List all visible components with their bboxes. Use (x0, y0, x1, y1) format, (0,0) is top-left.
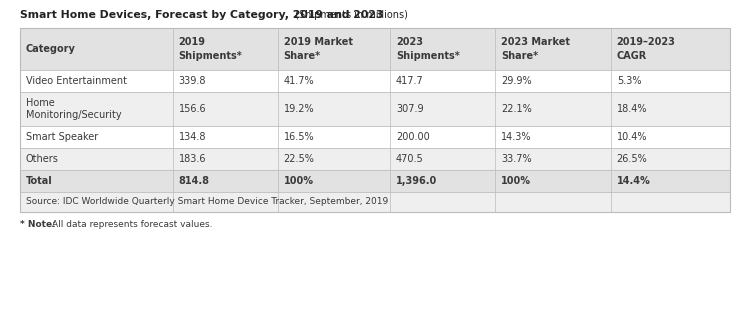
Text: 339.8: 339.8 (178, 76, 206, 86)
Bar (20, 28, 730, 70)
Text: 2019 Market
Share*: 2019 Market Share* (284, 37, 352, 61)
Text: 41.7%: 41.7% (284, 76, 314, 86)
Text: 134.8: 134.8 (178, 132, 206, 142)
Bar (20, 70, 730, 92)
Text: All data represents forecast values.: All data represents forecast values. (52, 220, 212, 229)
Bar (20, 126, 730, 148)
Text: 417.7: 417.7 (396, 76, 424, 86)
Text: * Note:: * Note: (20, 220, 56, 229)
Bar (20, 192, 730, 212)
Text: 2019
Shipments*: 2019 Shipments* (178, 37, 242, 61)
Text: 22.5%: 22.5% (284, 154, 314, 164)
Text: 307.9: 307.9 (396, 104, 424, 114)
Text: 100%: 100% (501, 176, 531, 186)
Text: 19.2%: 19.2% (284, 104, 314, 114)
Bar (20, 92, 730, 126)
Text: 156.6: 156.6 (178, 104, 206, 114)
Text: 33.7%: 33.7% (501, 154, 532, 164)
Text: 22.1%: 22.1% (501, 104, 532, 114)
Text: 200.00: 200.00 (396, 132, 430, 142)
Text: 2019–2023
CAGR: 2019–2023 CAGR (616, 37, 676, 61)
Text: Others: Others (26, 154, 58, 164)
Text: 2023
Shipments*: 2023 Shipments* (396, 37, 460, 61)
Text: 29.9%: 29.9% (501, 76, 532, 86)
Text: Total: Total (26, 176, 53, 186)
Bar (20, 170, 730, 192)
Text: 26.5%: 26.5% (616, 154, 647, 164)
Text: 16.5%: 16.5% (284, 132, 314, 142)
Text: Smart Speaker: Smart Speaker (26, 132, 98, 142)
Text: 2023 Market
Share*: 2023 Market Share* (501, 37, 570, 61)
Text: Home
Monitoring/Security: Home Monitoring/Security (26, 98, 122, 121)
Text: 18.4%: 18.4% (616, 104, 647, 114)
Text: Video Entertainment: Video Entertainment (26, 76, 127, 86)
Text: 183.6: 183.6 (178, 154, 206, 164)
Text: Source: IDC Worldwide Quarterly Smart Home Device Tracker, September, 2019: Source: IDC Worldwide Quarterly Smart Ho… (26, 197, 388, 206)
Text: 100%: 100% (284, 176, 314, 186)
Text: Category: Category (26, 44, 76, 54)
Text: 14.4%: 14.4% (616, 176, 650, 186)
Text: 1,396.0: 1,396.0 (396, 176, 437, 186)
Text: 470.5: 470.5 (396, 154, 424, 164)
Text: 10.4%: 10.4% (616, 132, 647, 142)
Bar (20, 28, 730, 212)
Text: (Shipments in millions): (Shipments in millions) (292, 10, 408, 20)
Text: Smart Home Devices, Forecast by Category, 2019 and 2023: Smart Home Devices, Forecast by Category… (20, 10, 383, 20)
Bar (20, 148, 730, 170)
Text: 14.3%: 14.3% (501, 132, 532, 142)
Text: 5.3%: 5.3% (616, 76, 641, 86)
Text: 814.8: 814.8 (178, 176, 210, 186)
